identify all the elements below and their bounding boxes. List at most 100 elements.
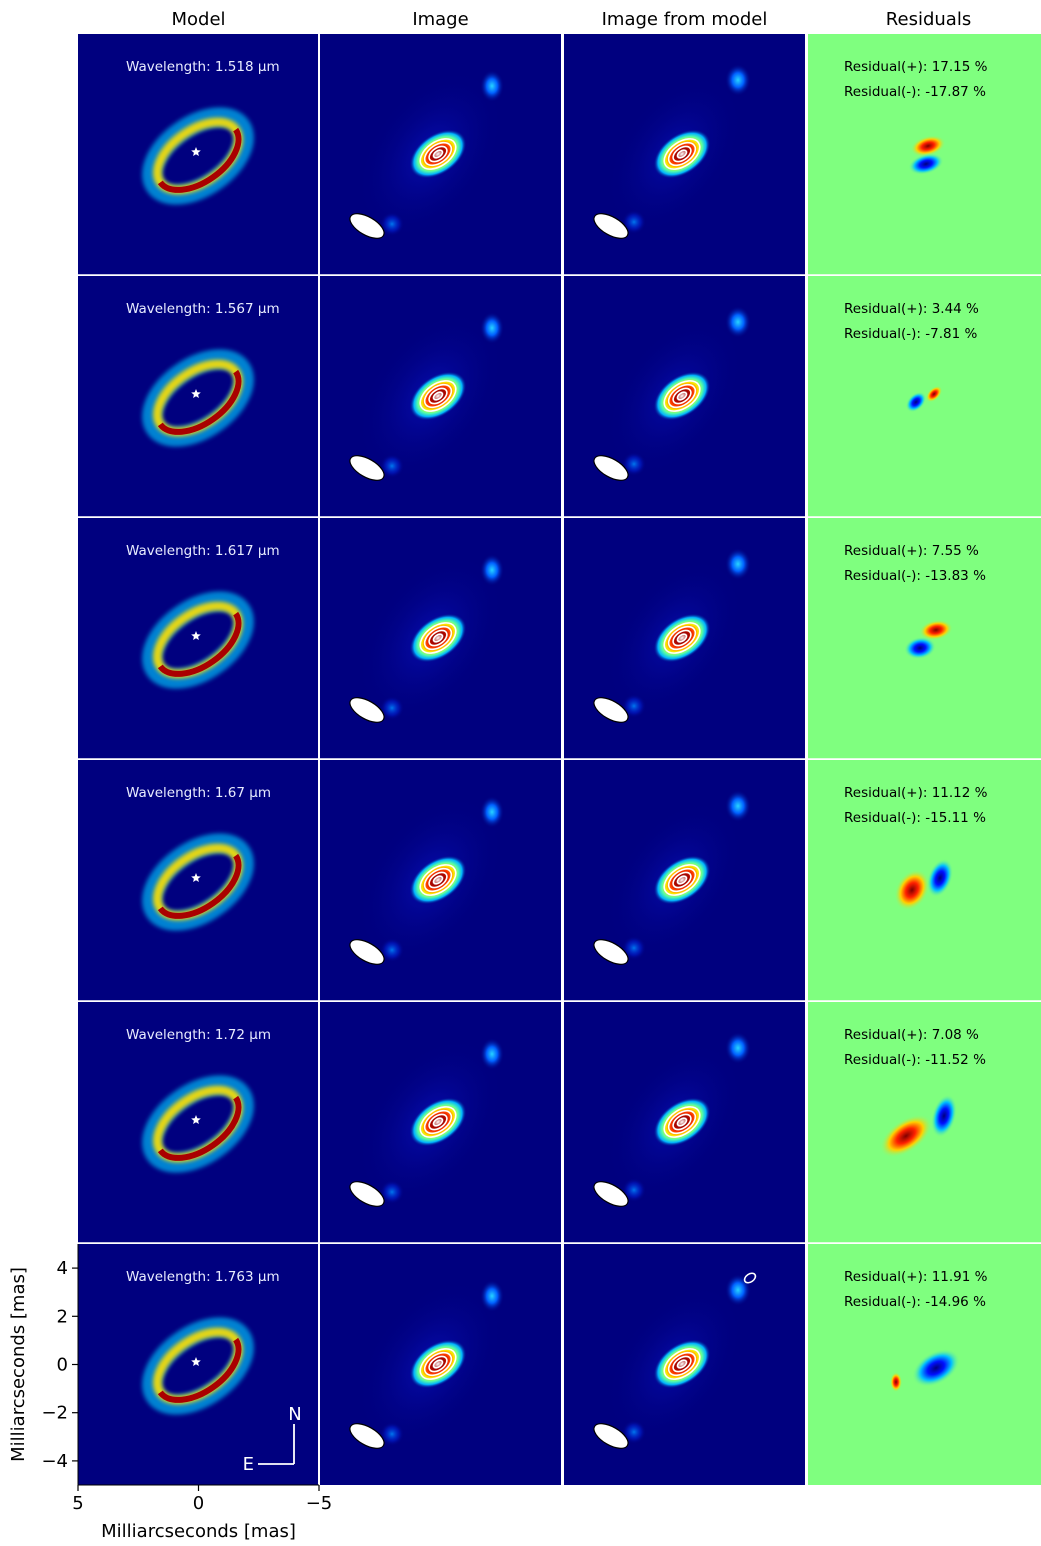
flux-contour bbox=[423, 867, 453, 893]
secondary-blob bbox=[725, 548, 751, 580]
faint-blob bbox=[622, 936, 646, 960]
beam-ellipse bbox=[349, 455, 385, 481]
flux-contour bbox=[663, 1106, 701, 1138]
star-marker bbox=[191, 1115, 201, 1124]
flux-contour bbox=[667, 141, 697, 167]
secondary-blob bbox=[480, 70, 504, 102]
residual-negative-label: Residual(-): -17.87 % bbox=[844, 84, 986, 100]
primary-source bbox=[653, 371, 711, 421]
flux-contour bbox=[663, 138, 701, 170]
beam-ellipse bbox=[593, 697, 629, 723]
compass-east-label: E bbox=[243, 1454, 254, 1475]
image-from-model-panel bbox=[564, 34, 805, 275]
faint-blob bbox=[380, 938, 404, 962]
flux-contour bbox=[667, 1351, 697, 1377]
primary-source bbox=[409, 1339, 467, 1389]
residuals-panel: Residual(+): 11.12 % Residual(-): -15.11 … bbox=[808, 760, 1041, 1001]
faint-blob bbox=[380, 212, 404, 236]
flux-contour bbox=[667, 1109, 697, 1135]
residuals-panel: Residual(+): 7.08 % Residual(-): -11.52 % bbox=[808, 1002, 1041, 1243]
negative-residual-lobe bbox=[904, 636, 936, 660]
model-panel: Wavelength: 1.67 μm bbox=[78, 760, 319, 1001]
residual-negative-label: Residual(-): -7.81 % bbox=[844, 326, 977, 342]
flux-contour bbox=[432, 149, 444, 159]
residuals-panel: Residual(+): 3.44 % Residual(-): -7.81 % bbox=[808, 276, 1041, 517]
x-tick-label: −5 bbox=[306, 1493, 333, 1514]
flux-contour bbox=[667, 867, 697, 893]
star-marker bbox=[191, 147, 201, 156]
beam-ellipse bbox=[349, 939, 385, 965]
x-tick-label: 0 bbox=[193, 1493, 204, 1514]
beam-ellipse bbox=[349, 1423, 385, 1449]
flux-contour bbox=[663, 380, 701, 412]
flux-contour bbox=[672, 1113, 692, 1131]
y-tick-label: 4 bbox=[57, 1258, 68, 1279]
negative-residual-lobe bbox=[905, 391, 927, 413]
secondary-blob bbox=[725, 306, 751, 338]
image-panel bbox=[320, 518, 561, 759]
flux-contour bbox=[432, 391, 444, 401]
secondary-blob bbox=[480, 796, 504, 828]
model-panel: Wavelength: 1.518 μm bbox=[78, 34, 319, 275]
faint-blob bbox=[622, 1420, 646, 1444]
flux-contour bbox=[428, 871, 448, 889]
flux-contour bbox=[667, 625, 697, 651]
disk-ring-inner-rim bbox=[157, 1337, 242, 1403]
flux-contour bbox=[663, 622, 701, 654]
y-axis-label: Milliarcseconds [mas] bbox=[8, 1267, 29, 1462]
image-panel bbox=[320, 1244, 561, 1485]
faint-blob bbox=[380, 696, 404, 720]
residuals-panel: Residual(+): 11.91 % Residual(-): -14.96 … bbox=[808, 1244, 1041, 1485]
residual-negative-label: Residual(-): -15.11 % bbox=[844, 810, 986, 826]
flux-contour bbox=[428, 145, 448, 163]
residual-positive-label: Residual(+): 3.44 % bbox=[844, 301, 979, 317]
star-marker bbox=[191, 873, 201, 882]
residual-negative-label: Residual(-): -11.52 % bbox=[844, 1052, 986, 1068]
flux-contour bbox=[428, 387, 448, 405]
beam-ellipse bbox=[593, 1181, 629, 1207]
residual-positive-label: Residual(+): 11.91 % bbox=[844, 1269, 988, 1285]
secondary-blob bbox=[480, 1038, 504, 1070]
wavelength-label: Wavelength: 1.617 μm bbox=[126, 543, 280, 559]
faint-blob bbox=[380, 1422, 404, 1446]
secondary-blob bbox=[725, 790, 751, 822]
flux-contour bbox=[663, 864, 701, 896]
primary-source bbox=[409, 1097, 467, 1147]
beam-ellipse bbox=[593, 213, 629, 239]
flux-contour bbox=[423, 141, 453, 167]
disk-ring-inner-rim bbox=[157, 611, 242, 677]
primary-source bbox=[409, 855, 467, 905]
flux-contour bbox=[676, 875, 688, 885]
star-marker bbox=[191, 631, 201, 640]
image-panel bbox=[320, 276, 561, 517]
secondary-blob bbox=[725, 1274, 751, 1306]
flux-contour bbox=[419, 138, 457, 170]
image-from-model-panel bbox=[564, 1002, 805, 1243]
flux-contour bbox=[672, 629, 692, 647]
flux-contour bbox=[419, 380, 457, 412]
model-panel: Wavelength: 1.567 μm bbox=[78, 276, 319, 517]
beam-ellipse bbox=[593, 939, 629, 965]
positive-residual-lobe bbox=[894, 869, 930, 911]
disk-ring-inner-rim bbox=[157, 127, 242, 193]
residual-positive-label: Residual(+): 7.08 % bbox=[844, 1027, 979, 1043]
flux-contour bbox=[419, 864, 457, 896]
beam-ellipse bbox=[349, 213, 385, 239]
beam-ellipse bbox=[593, 1423, 629, 1449]
wavelength-label: Wavelength: 1.518 μm bbox=[126, 59, 280, 75]
positive-residual-lobe bbox=[910, 135, 946, 157]
y-tick-label: 2 bbox=[57, 1306, 68, 1327]
flux-contour bbox=[432, 875, 444, 885]
column-header: Image bbox=[412, 9, 468, 30]
image-panel bbox=[320, 1002, 561, 1243]
flux-contour bbox=[428, 629, 448, 647]
secondary-blob bbox=[480, 554, 504, 586]
flux-contour bbox=[676, 391, 688, 401]
flux-contour bbox=[423, 1351, 453, 1377]
positive-residual-lobe bbox=[879, 1114, 933, 1158]
residual-positive-label: Residual(+): 11.12 % bbox=[844, 785, 988, 801]
flux-contour bbox=[419, 1106, 457, 1138]
column-header: Model bbox=[171, 9, 225, 30]
